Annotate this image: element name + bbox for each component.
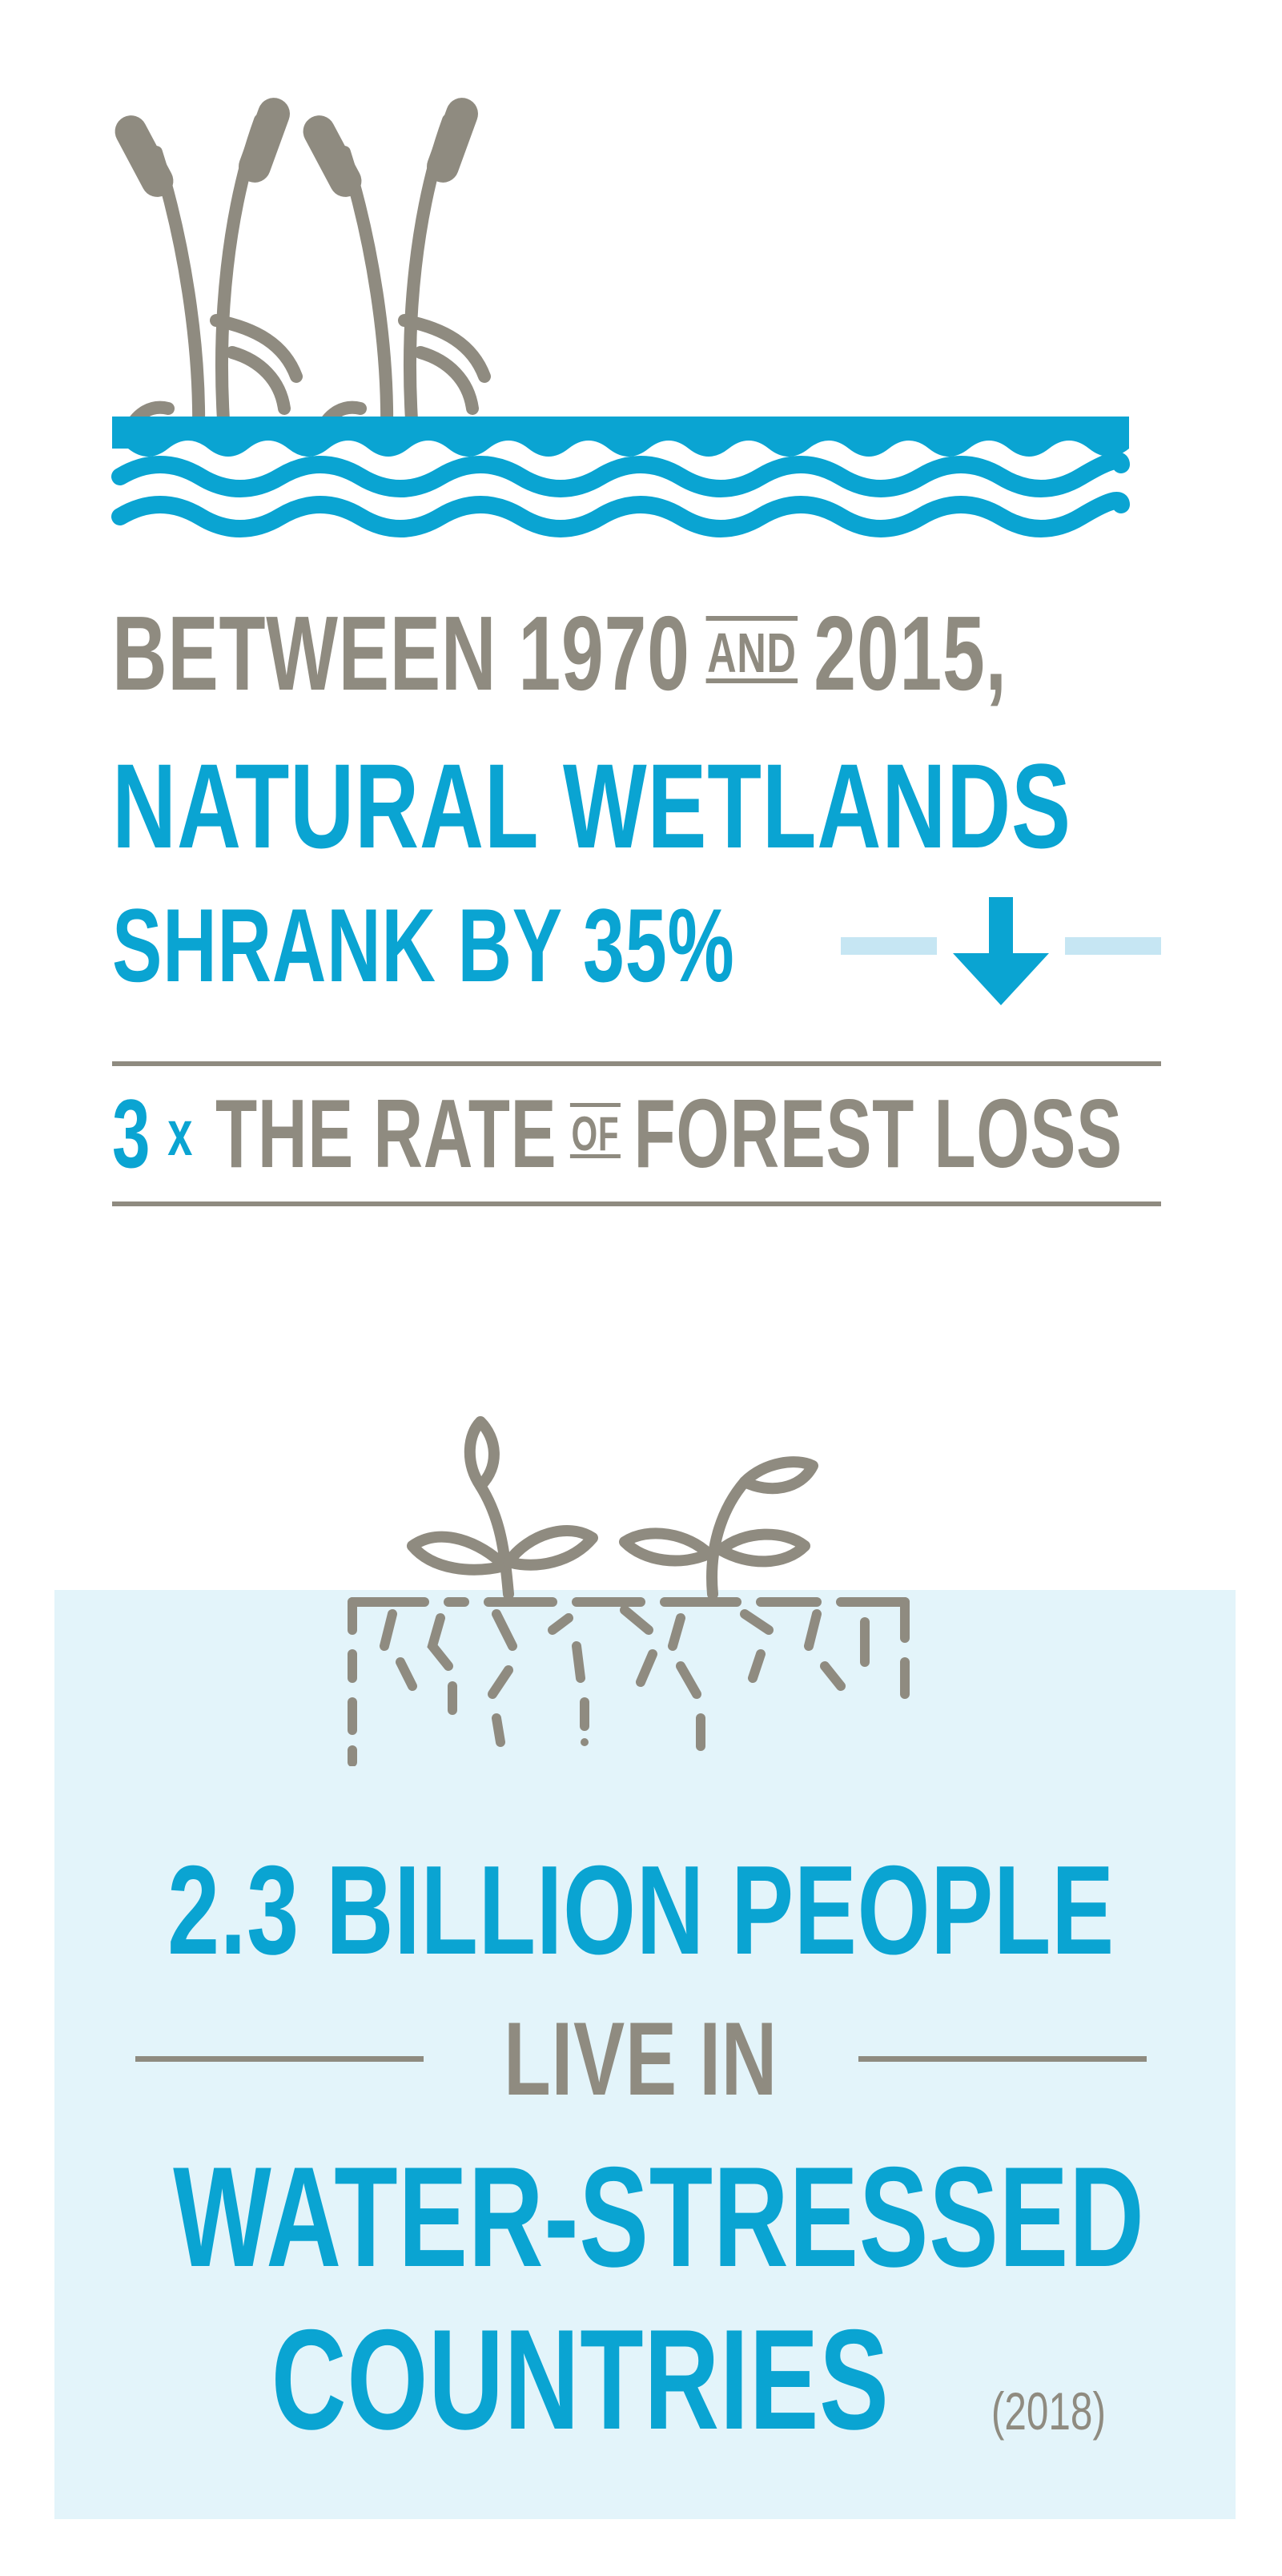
rate-text-2: FOREST LOSS [633,1079,1123,1188]
rate-text-1: THE RATE [215,1079,557,1188]
shrank-statement: SHRANK BY 35% [112,887,735,1004]
countries-row: COUNTRIES (2018) [0,2299,1282,2451]
water-stress-panel [54,1590,1236,2519]
people-headline: 2.3 BILLION PEOPLE [167,1840,1115,1981]
live-rule-left [135,2055,424,2062]
live-rule-right [858,2055,1147,2062]
wave-lines [111,452,1130,537]
wetland-illustration [111,98,1130,537]
period-end: 2015, [814,594,1007,712]
wetland-period-line: BETWEEN 1970 AND 2015, [112,593,1007,713]
down-arrow-icon [841,897,1161,1005]
live-in-text: LIVE IN [504,2000,778,2117]
rate-times-sign: x [167,1097,194,1169]
divider-top [112,1061,1161,1066]
forest-loss-comparison: 3 x THE RATE OF FOREST LOSS [112,1077,1123,1189]
sprout-icon [407,1416,818,1600]
year-note: (2018) [991,2381,1106,2441]
of-word: OF [570,1102,621,1161]
live-in-row: LIVE IN [0,1994,1282,2123]
water-waves-icon [112,417,1129,457]
divider-bottom [112,1201,1161,1206]
water-stressed-text: WATER-STRESSED [173,2137,1145,2296]
period-start: BETWEEN 1970 [112,594,690,712]
cracked-soil-icon [348,1597,910,1766]
sprouts-illustration [348,1416,910,1766]
and-word: AND [705,616,798,684]
countries-text: COUNTRIES [271,2300,890,2459]
wetlands-headline: NATURAL WETLANDS [112,739,1071,873]
rate-multiplier: 3 [112,1079,151,1188]
cattail-heads [115,98,478,197]
